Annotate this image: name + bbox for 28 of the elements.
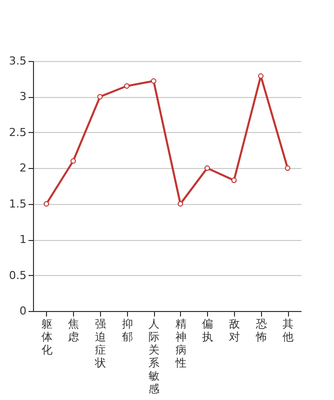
x-tick-label: 其他 (282, 318, 294, 344)
y-tick-label: 2 (20, 162, 26, 175)
point (178, 201, 184, 207)
point (44, 201, 50, 207)
x-tick-label: 精神病性 (174, 318, 186, 370)
point (204, 165, 210, 171)
x-tick-label: 躯体化 (41, 318, 52, 356)
y-tick-label: 3.5 (9, 54, 26, 68)
x-tick-label: 敌对 (229, 318, 240, 344)
point (124, 83, 130, 89)
point (70, 158, 76, 164)
point (97, 94, 103, 100)
y-tick-label: 0.5 (9, 268, 26, 282)
x-tick-label: 抑郁 (122, 318, 133, 344)
y-tick-label: 1.5 (9, 197, 26, 210)
x-tick-label: 恐怖 (254, 318, 267, 344)
point (150, 78, 156, 84)
point (231, 178, 237, 184)
point (284, 165, 290, 171)
x-tick-label: 焦虑 (68, 318, 80, 344)
point (258, 73, 264, 79)
y-tick-label: 0 (20, 304, 26, 318)
x-tick-label: 强迫症状 (94, 318, 106, 370)
y-tick-label: 1 (20, 233, 26, 246)
y-tick-label: 3 (20, 90, 26, 104)
x-tick-label: 人际关系敏感 (148, 318, 160, 396)
y-tick-label: 2.5 (9, 126, 26, 139)
x-tick-label: 偏执 (202, 318, 214, 344)
